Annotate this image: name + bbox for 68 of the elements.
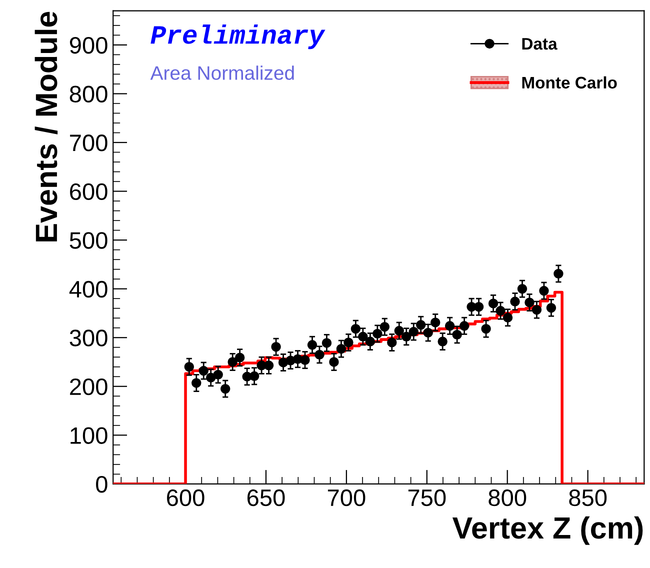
point <box>234 352 245 362</box>
point <box>314 350 324 360</box>
y-tick-label: 0 <box>96 476 108 493</box>
point <box>213 370 223 380</box>
point <box>496 306 506 316</box>
x-tick-label: 750 <box>408 489 446 506</box>
point <box>220 384 230 394</box>
point <box>481 324 491 334</box>
point <box>474 302 484 312</box>
point <box>430 318 440 328</box>
point <box>228 357 238 367</box>
point <box>322 338 332 348</box>
point <box>300 355 310 365</box>
point <box>329 357 339 367</box>
annotation: Area Normalized <box>150 66 294 80</box>
point <box>416 320 426 330</box>
point <box>372 328 382 339</box>
point <box>336 344 346 354</box>
point <box>444 321 455 331</box>
point <box>459 321 470 331</box>
x-tick-label: 650 <box>247 489 285 506</box>
point <box>532 304 542 315</box>
point <box>394 326 404 336</box>
point <box>488 298 498 308</box>
point <box>554 268 564 279</box>
point <box>206 372 216 382</box>
y-tick-label: 100 <box>70 427 108 444</box>
point <box>184 362 194 372</box>
y-tick-label: 300 <box>70 330 108 346</box>
point <box>402 332 412 342</box>
point <box>358 332 368 342</box>
y-tick-label: 400 <box>69 280 108 298</box>
point <box>198 366 208 376</box>
point <box>249 371 260 381</box>
point <box>264 360 274 370</box>
y-tick-label: 800 <box>70 86 108 102</box>
point <box>380 322 390 332</box>
y-axis-title: Events / Module <box>34 12 58 242</box>
point <box>438 336 448 346</box>
y-tick-label: 600 <box>70 183 108 200</box>
point <box>387 338 397 348</box>
point <box>192 378 202 388</box>
point <box>524 298 534 308</box>
legend-label: Data <box>522 38 558 50</box>
point <box>350 324 361 334</box>
annotation: Preliminary <box>150 24 326 50</box>
y-tick-label: 900 <box>70 37 108 54</box>
point <box>517 284 528 294</box>
point <box>510 296 520 306</box>
point <box>546 302 556 313</box>
point <box>307 340 318 350</box>
point <box>271 342 281 352</box>
y-tick-label: 500 <box>70 232 108 249</box>
legend-label: Monte Carlo <box>522 76 617 89</box>
y-tick-label: 200 <box>70 378 108 396</box>
point <box>408 326 418 337</box>
x-tick-label: 600 <box>167 489 204 506</box>
point <box>502 312 513 322</box>
point <box>423 328 433 338</box>
x-tick-label: 800 <box>488 489 526 506</box>
point <box>365 336 376 346</box>
y-tick-label: 700 <box>70 134 108 152</box>
x-axis-title: Vertex Z (cm) <box>452 516 643 545</box>
point <box>452 330 462 340</box>
point <box>344 338 354 348</box>
x-tick-label: 850 <box>569 489 607 506</box>
x-tick-label: 700 <box>328 489 366 506</box>
point <box>539 286 549 296</box>
